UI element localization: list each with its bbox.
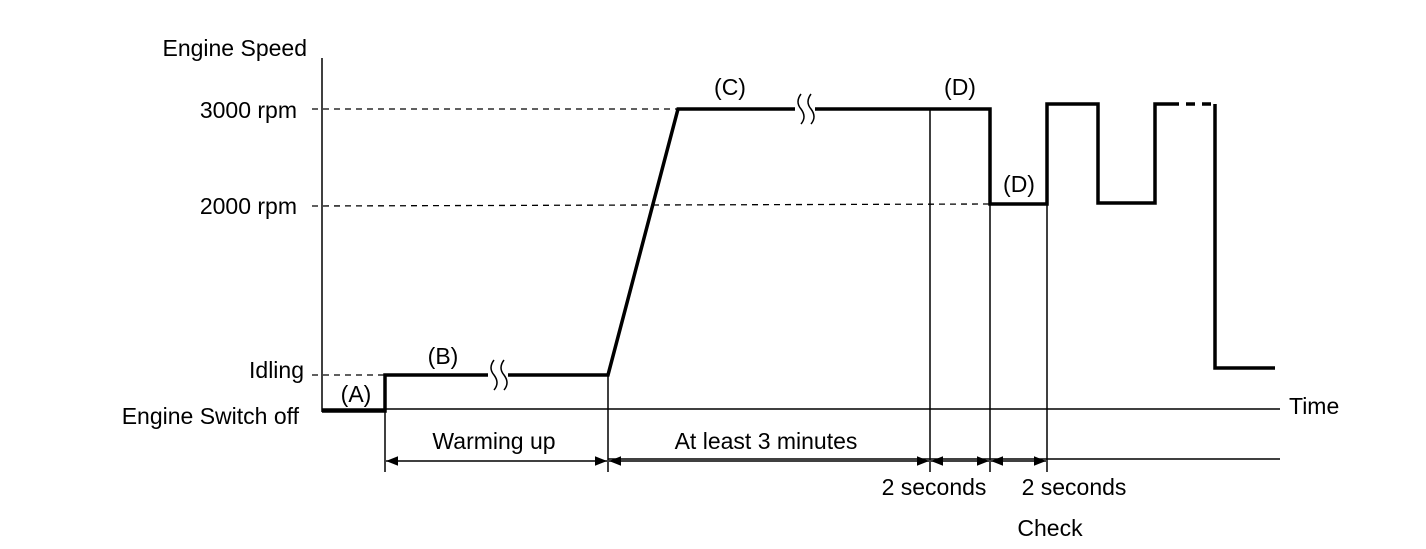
interval-label: Warming up xyxy=(432,428,555,454)
ref-2000 xyxy=(311,203,991,207)
phase-label: (B) xyxy=(428,343,459,369)
check-label: Check xyxy=(1017,515,1083,541)
interval-label: At least 3 minutes xyxy=(675,428,858,454)
level-label: 3000 rpm xyxy=(200,97,297,123)
y-title: Engine Speed xyxy=(162,35,307,61)
x-title: Time xyxy=(1289,393,1339,419)
phase-label: (C) xyxy=(714,74,746,100)
level-label: 2000 rpm xyxy=(200,193,297,219)
level-label: Idling xyxy=(249,357,304,383)
speed-profile xyxy=(322,102,1170,413)
phase-label: (D) xyxy=(1003,171,1035,197)
phase-label: (D) xyxy=(944,74,976,100)
level-label: Engine Switch off xyxy=(122,403,300,429)
interval-label: 2 seconds xyxy=(882,474,987,500)
break-marks xyxy=(488,93,815,391)
interval-label: 2 seconds xyxy=(1022,474,1127,500)
phase-label: (A) xyxy=(341,381,372,407)
timeline-lines xyxy=(384,109,1280,472)
speed-profile-end xyxy=(1213,104,1275,370)
